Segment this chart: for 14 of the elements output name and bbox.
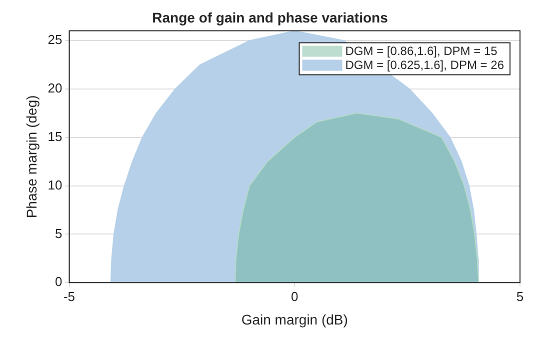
y-tick-label: 10 [48, 177, 62, 192]
chart-title: Range of gain and phase variations [152, 9, 388, 26]
y-axis-title: Phase margin (deg) [23, 95, 40, 218]
legend-label: DGM = [0.625,1.6], DPM = 26 [345, 58, 504, 72]
y-tick-label: 5 [55, 226, 62, 241]
y-tick-label: 20 [48, 80, 62, 96]
x-tick-label: 0 [291, 288, 298, 304]
y-tick-label: 15 [48, 128, 62, 144]
x-axis-title: Gain margin (dB) [241, 311, 348, 328]
x-tick-label: 5 [516, 288, 524, 304]
legend-label: DGM = [0.86,1.6], DPM = 15 [345, 44, 498, 58]
y-tick-label: 25 [48, 32, 62, 48]
x-tick-label: -5 [63, 288, 76, 304]
y-tick-label: 0 [55, 274, 62, 290]
